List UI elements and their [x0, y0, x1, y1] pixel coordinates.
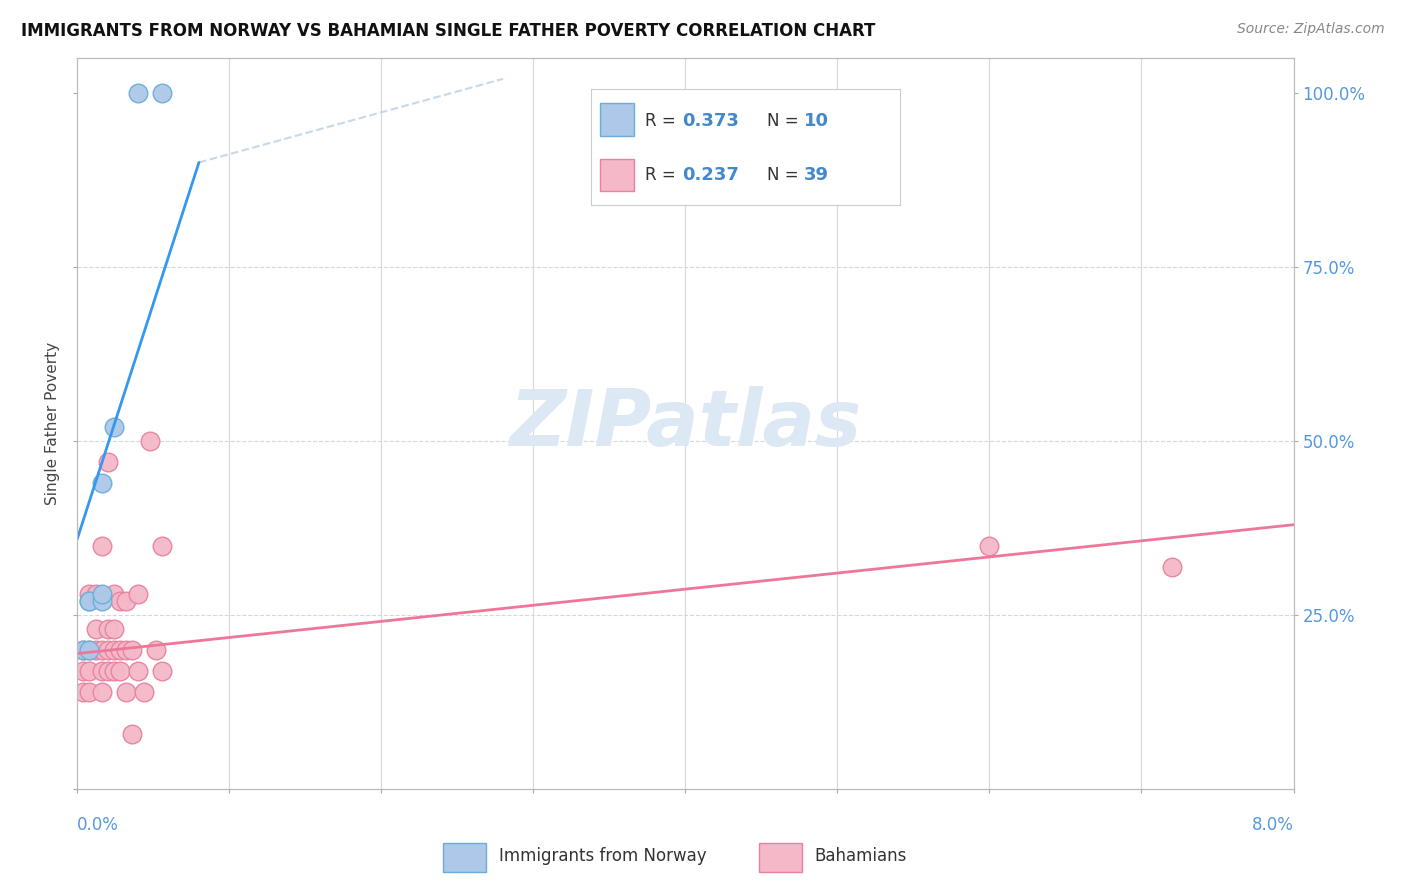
Point [97, 455, 120, 469]
Text: Source: ZipAtlas.com: Source: ZipAtlas.com [1237, 22, 1385, 37]
Text: 0.237: 0.237 [682, 166, 738, 184]
Point [115, 685, 138, 699]
Text: 0.0%: 0.0% [77, 816, 120, 834]
Point [127, 587, 149, 601]
Point [79, 685, 101, 699]
FancyBboxPatch shape [759, 843, 801, 872]
Point [127, 664, 149, 678]
Text: R =: R = [644, 166, 681, 184]
Point [97, 643, 120, 657]
FancyBboxPatch shape [600, 159, 634, 191]
Text: R =: R = [644, 112, 681, 129]
Point [108, 594, 131, 608]
Point [121, 727, 143, 741]
Point [72, 643, 94, 657]
Point [979, 539, 1001, 553]
FancyBboxPatch shape [443, 843, 486, 872]
Point [79, 643, 101, 657]
Point [121, 643, 143, 657]
Point [103, 420, 125, 434]
Point [72, 664, 94, 678]
Point [145, 643, 167, 657]
Point [115, 594, 138, 608]
Point [152, 539, 174, 553]
Point [90, 475, 112, 490]
Y-axis label: Single Father Poverty: Single Father Poverty [45, 343, 60, 505]
Point [90, 643, 112, 657]
Point [103, 643, 125, 657]
Point [90, 664, 112, 678]
Point [79, 664, 101, 678]
Text: N =: N = [766, 112, 804, 129]
Text: ZIPatlas: ZIPatlas [509, 385, 862, 462]
Point [90, 594, 112, 608]
Point [84, 643, 107, 657]
Point [79, 594, 101, 608]
Point [108, 643, 131, 657]
FancyBboxPatch shape [600, 103, 634, 136]
Point [84, 622, 107, 636]
Point [72, 685, 94, 699]
Text: IMMIGRANTS FROM NORWAY VS BAHAMIAN SINGLE FATHER POVERTY CORRELATION CHART: IMMIGRANTS FROM NORWAY VS BAHAMIAN SINGL… [21, 22, 876, 40]
Point [90, 587, 112, 601]
Point [139, 434, 162, 449]
Point [90, 539, 112, 553]
Point [79, 587, 101, 601]
Point [79, 594, 101, 608]
Point [97, 664, 120, 678]
Point [97, 622, 120, 636]
Point [134, 685, 156, 699]
Point [127, 86, 149, 100]
Point [152, 664, 174, 678]
Point [84, 587, 107, 601]
Text: Immigrants from Norway: Immigrants from Norway [499, 847, 706, 865]
Point [115, 643, 138, 657]
Point [103, 622, 125, 636]
Text: Bahamians: Bahamians [814, 847, 907, 865]
Point [152, 86, 174, 100]
Point [79, 643, 101, 657]
Point [90, 685, 112, 699]
Text: 8.0%: 8.0% [1251, 816, 1294, 834]
Text: 0.373: 0.373 [682, 112, 738, 129]
Point [103, 664, 125, 678]
Text: N =: N = [766, 166, 804, 184]
Point [72, 643, 94, 657]
Point [108, 664, 131, 678]
Point [1161, 559, 1184, 574]
Text: 10: 10 [804, 112, 830, 129]
Text: 39: 39 [804, 166, 830, 184]
Point [103, 587, 125, 601]
